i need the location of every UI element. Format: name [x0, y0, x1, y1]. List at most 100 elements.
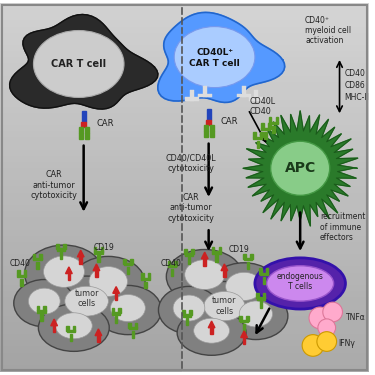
Text: CD40: CD40 [10, 259, 31, 268]
Bar [97, 255, 100, 262]
Bar [44, 306, 46, 311]
Bar [0, 255, 369, 262]
Bar [0, 237, 369, 244]
Bar [130, 259, 132, 264]
Bar [186, 318, 188, 325]
Ellipse shape [271, 141, 330, 195]
Bar [0, 298, 369, 305]
Bar [0, 64, 369, 72]
Bar [0, 40, 369, 47]
Bar [82, 111, 86, 122]
Bar [97, 336, 100, 342]
Bar [223, 271, 226, 278]
Bar [0, 108, 369, 115]
Bar [0, 335, 369, 342]
Ellipse shape [25, 245, 104, 302]
Bar [204, 125, 208, 131]
Bar [219, 247, 221, 252]
Bar [79, 133, 82, 139]
Ellipse shape [71, 256, 145, 310]
Ellipse shape [45, 276, 128, 330]
Text: CD40⁺: CD40⁺ [305, 16, 330, 25]
Bar [24, 270, 26, 276]
Polygon shape [10, 15, 158, 109]
Ellipse shape [28, 288, 60, 314]
Bar [261, 128, 270, 130]
Ellipse shape [194, 318, 230, 343]
Bar [118, 308, 121, 313]
Bar [0, 132, 369, 139]
Bar [168, 265, 176, 267]
Bar [210, 328, 213, 334]
Polygon shape [243, 111, 358, 226]
Bar [212, 251, 221, 254]
Bar [212, 247, 214, 252]
Text: CD40L: CD40L [250, 97, 276, 106]
Bar [0, 46, 369, 53]
Text: CD19: CD19 [93, 243, 114, 252]
Bar [215, 255, 218, 262]
Ellipse shape [185, 260, 225, 290]
Bar [0, 95, 369, 102]
Bar [132, 331, 134, 338]
Bar [73, 326, 75, 331]
Bar [0, 274, 369, 281]
Ellipse shape [94, 285, 161, 334]
Bar [210, 125, 214, 131]
Bar [189, 310, 192, 315]
Bar [0, 182, 369, 189]
Ellipse shape [65, 286, 108, 316]
Bar [0, 224, 369, 231]
Bar [0, 15, 369, 22]
Ellipse shape [14, 279, 75, 327]
Bar [0, 243, 369, 250]
Bar [254, 90, 258, 101]
Bar [247, 262, 249, 269]
Bar [0, 206, 369, 213]
Bar [0, 323, 369, 330]
Bar [0, 304, 369, 312]
Bar [100, 247, 103, 252]
Text: CD86: CD86 [345, 81, 365, 90]
Bar [198, 93, 211, 98]
Bar [66, 326, 69, 331]
Text: CAR T cell: CAR T cell [189, 60, 240, 69]
Bar [0, 28, 369, 35]
Bar [261, 123, 264, 129]
Bar [57, 248, 65, 250]
Bar [0, 83, 369, 90]
Bar [184, 249, 187, 254]
Bar [269, 117, 272, 123]
Circle shape [317, 332, 337, 351]
Bar [0, 144, 369, 152]
Ellipse shape [159, 286, 219, 334]
Text: CD40: CD40 [345, 69, 365, 78]
Bar [60, 252, 62, 259]
Bar [269, 122, 278, 124]
Bar [256, 297, 265, 300]
Ellipse shape [226, 272, 262, 300]
Bar [115, 316, 117, 323]
Polygon shape [221, 264, 228, 271]
Bar [127, 267, 129, 274]
Bar [0, 310, 369, 318]
Bar [262, 277, 265, 284]
Text: CAR: CAR [220, 117, 238, 126]
Bar [244, 258, 252, 260]
Bar [185, 253, 193, 255]
Bar [123, 259, 126, 264]
Bar [0, 138, 369, 146]
Text: IFNγ: IFNγ [339, 339, 356, 348]
Bar [0, 77, 369, 84]
Bar [0, 316, 369, 324]
Bar [183, 314, 191, 316]
Bar [246, 316, 249, 321]
Bar [207, 109, 211, 120]
Ellipse shape [204, 291, 245, 321]
Bar [0, 9, 369, 16]
Bar [276, 117, 279, 123]
Circle shape [309, 307, 331, 329]
Polygon shape [113, 286, 120, 293]
Bar [0, 101, 369, 108]
Bar [33, 254, 35, 259]
